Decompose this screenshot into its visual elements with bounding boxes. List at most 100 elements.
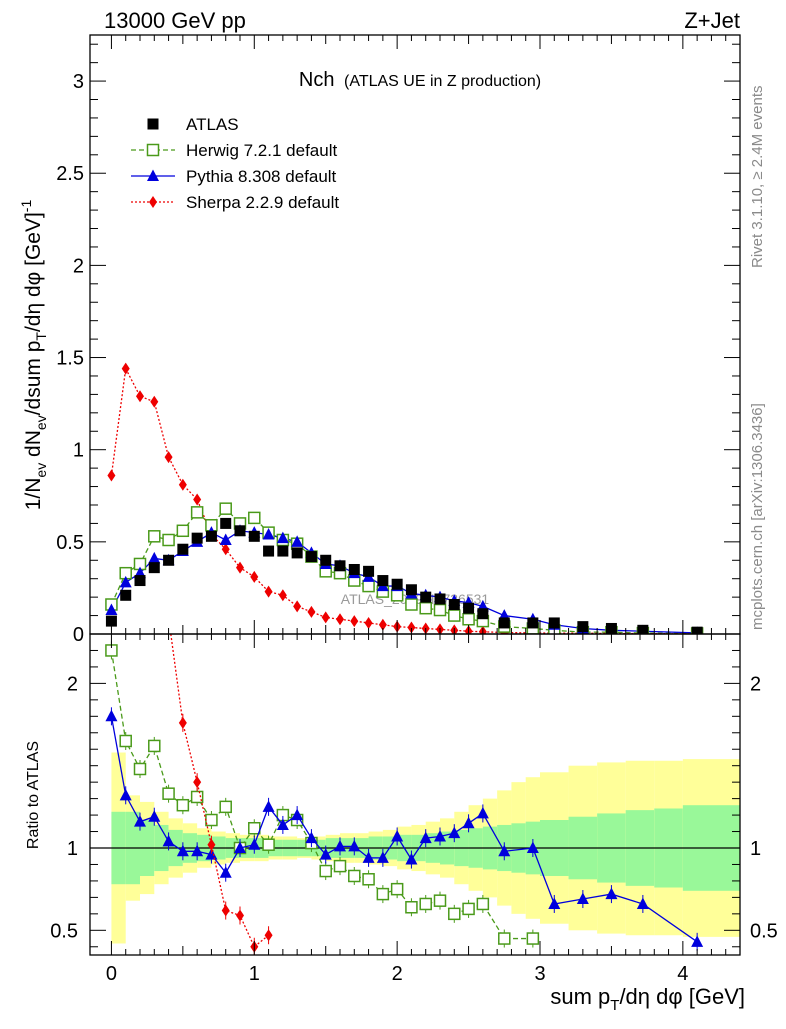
pythia-point <box>119 575 132 588</box>
ratio-y-tick-label-left: 0.5 <box>50 920 78 942</box>
pythia-point <box>176 844 189 857</box>
ratio-y-tick-label-left: 1 <box>67 838 78 860</box>
atlas-data-point <box>234 525 246 537</box>
sherpa-point <box>364 616 373 629</box>
sherpa-point <box>149 196 157 208</box>
pythia-point <box>434 829 446 842</box>
herwig-point <box>148 739 161 753</box>
herwig-point <box>462 902 475 916</box>
atlas-data-point <box>463 602 475 614</box>
atlas-data-point <box>577 621 589 633</box>
atlas-data-point <box>420 591 432 603</box>
ratio-panel-frame <box>89 633 741 956</box>
herwig-point <box>462 613 475 626</box>
main-y-axis-label: 1/Nev dNev/dsum pT/dη dφ [GeV]-1 <box>18 200 49 511</box>
plot-title: Nch (ATLAS UE in Z production) <box>299 69 541 91</box>
pythia-point <box>162 834 175 847</box>
herwig-point <box>262 838 275 851</box>
herwig-point <box>219 800 232 814</box>
pythia-point <box>305 831 318 844</box>
herwig-point <box>219 502 232 515</box>
pythia-point <box>119 788 132 801</box>
herwig-line <box>110 507 698 634</box>
sherpa-point <box>178 478 187 491</box>
pythia-point <box>262 800 275 812</box>
legend: ATLAS Herwig 7.2.1 default Pythia 8.308 de… <box>131 115 339 212</box>
pythia-point <box>362 851 375 863</box>
pythia-point <box>219 533 232 546</box>
herwig-point <box>419 897 432 911</box>
herwig-point <box>448 609 461 622</box>
pythia-point <box>526 841 539 853</box>
pythia-point <box>148 551 161 564</box>
sherpa-point <box>350 615 359 628</box>
herwig-point <box>405 901 418 914</box>
herwig-point <box>376 887 390 901</box>
sherpa-point <box>236 561 244 574</box>
sherpa-point <box>278 589 287 602</box>
herwig-point <box>419 601 432 615</box>
herwig-point <box>333 859 347 873</box>
sherpa-point <box>336 613 344 626</box>
atlas-data-point <box>320 554 332 566</box>
pythia-point <box>134 815 146 827</box>
pythia-point <box>276 531 289 544</box>
herwig-point <box>176 798 190 812</box>
legend-label-herwig: Herwig 7.2.1 default <box>186 141 337 160</box>
atlas-data-point <box>277 545 289 557</box>
sherpa-point <box>407 621 416 634</box>
herwig-point <box>205 813 218 827</box>
atlas-data-point <box>205 530 217 542</box>
pythia-point <box>219 866 232 878</box>
pythia-ratio-line <box>110 716 698 943</box>
atlas-data-point <box>434 593 446 605</box>
pythia-point <box>376 851 389 863</box>
pythia-point <box>105 603 118 616</box>
side-label-rivet: Rivet 3.1.10, ≥ 2.4M events <box>749 86 766 269</box>
ratio-y-tick-label-right: 0.5 <box>750 920 778 942</box>
herwig-point <box>119 734 132 748</box>
herwig-point <box>433 894 447 907</box>
pythia-point <box>291 535 304 547</box>
atlas-data-point <box>637 624 649 634</box>
sherpa-point <box>236 909 244 922</box>
herwig-point <box>390 882 404 896</box>
herwig-point <box>498 932 511 945</box>
pythia-point <box>476 806 489 819</box>
atlas-data-point <box>120 589 132 601</box>
herwig-point <box>526 932 540 945</box>
sherpa-point <box>107 469 116 482</box>
sherpa-point <box>164 451 173 464</box>
herwig-point <box>162 787 175 800</box>
pythia-point <box>234 841 246 853</box>
atlas-data-point <box>527 617 539 629</box>
sherpa-point <box>293 600 302 613</box>
atlas-data-point <box>291 547 303 559</box>
sherpa-point <box>307 605 316 618</box>
herwig-point <box>476 897 490 911</box>
sherpa-point <box>178 716 187 729</box>
legend-label-sherpa: Sherpa 2.2.9 default <box>186 193 339 212</box>
main-y-tick-label: 3 <box>73 71 84 93</box>
atlas-data-point <box>363 565 375 577</box>
herwig-point <box>319 864 332 878</box>
atlas-data-point <box>405 584 417 596</box>
ratio-y-axis-label: Ratio to ATLAS <box>25 741 42 849</box>
sherpa-ratio-line <box>170 634 269 948</box>
pythia-point <box>548 897 561 909</box>
pythia-point <box>636 897 649 909</box>
sherpa-point <box>321 611 330 624</box>
pythia-point <box>419 831 432 844</box>
sherpa-point <box>264 585 273 598</box>
pythia-point <box>334 839 346 852</box>
atlas-data-point <box>163 554 175 566</box>
sherpa-point <box>121 362 130 375</box>
sherpa-point <box>264 929 273 942</box>
herwig-point <box>190 790 204 804</box>
pythia-point <box>319 848 332 860</box>
x-axis-label: sum pT/dη dφ [GeV] <box>550 984 745 1014</box>
herwig-point <box>248 511 261 525</box>
herwig-point <box>362 579 375 593</box>
pythia-point <box>391 829 404 842</box>
